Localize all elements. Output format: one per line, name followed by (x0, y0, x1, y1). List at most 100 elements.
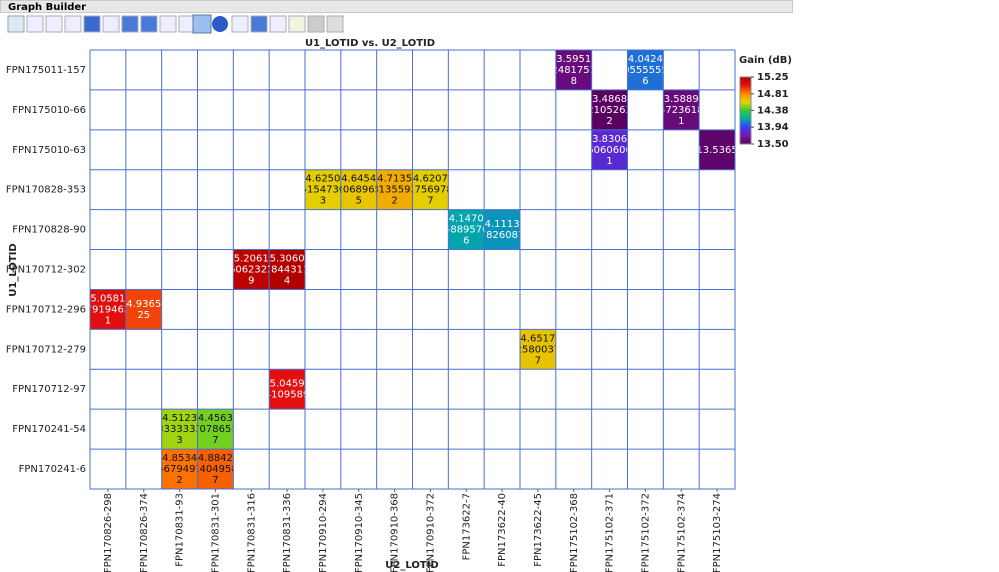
value-label: 14.45633 7078651 7 (192, 413, 240, 446)
x-tick-label: FPN170831-93 (175, 493, 186, 567)
x-tick-label: FPN175102-372 (640, 493, 651, 572)
x-tick-label: FPN170831-336 (282, 493, 293, 572)
heat-cell (125, 289, 162, 330)
legend-tick-label: 13.50 (757, 139, 789, 150)
tool-icon[interactable] (192, 14, 212, 34)
y-tick-label: FPN170712-279 (6, 344, 86, 355)
value-label: 15.05816 7919463 1 (84, 293, 132, 326)
legend-title: Gain (dB) (739, 55, 792, 66)
heat-cell (699, 129, 735, 170)
x-tick-label: FPN173622-7 (461, 493, 472, 560)
tool-icon[interactable] (7, 15, 25, 33)
tool-icon[interactable] (64, 15, 82, 33)
heat-cell (197, 409, 234, 450)
heat-cell (340, 169, 377, 210)
value-label: 14.65173 2580037 7 (514, 333, 562, 366)
heat-cell (376, 169, 413, 210)
tool-icon[interactable] (140, 15, 158, 33)
y-tick-label: FPN170712-97 (12, 384, 86, 395)
tool-icon[interactable] (231, 15, 249, 33)
heat-cell (197, 449, 234, 489)
x-tick-label: FPN175102-374 (676, 493, 687, 572)
value-label: 14.14706 5889570 6 (442, 214, 490, 247)
heat-cell (90, 289, 126, 330)
value-label: 14.04243 0555555 6 (622, 54, 670, 87)
window-title: Graph Builder (0, 0, 793, 13)
y-tick-label: FPN170828-353 (6, 185, 86, 196)
tool-icon[interactable] (121, 15, 139, 33)
x-tick-label: FPN173622-45 (533, 493, 544, 567)
y-tick-label: FPN175010-63 (12, 145, 86, 156)
value-label: 15.30607 7844311 4 (263, 254, 311, 287)
x-tick-label: FPN170910-294 (318, 493, 329, 572)
value-label: 13.83060 6060606 1 (586, 134, 634, 167)
x-tick-label: FPN170826-374 (139, 493, 150, 572)
x-tick-label: FPN175102-371 (605, 493, 616, 572)
heat-cell (412, 169, 449, 210)
x-tick-label: FPN175102-368 (569, 493, 580, 572)
heat-cell (305, 169, 341, 210)
x-tick-label: FPN170831-316 (246, 493, 257, 572)
heat-cell (233, 249, 270, 290)
y-tick-label: FPN170712-302 (6, 265, 86, 276)
y-tick-label: FPN170241-54 (12, 424, 86, 435)
heat-cell (663, 89, 700, 130)
value-label: 14.85345 5679497 2 (156, 453, 204, 486)
value-label: 15.04590 4109589 (263, 379, 311, 401)
y-tick-label: FPN170241-6 (19, 464, 86, 475)
y-tick-label: FPN170828-90 (12, 225, 86, 236)
heat-cell (448, 209, 485, 250)
tool-icon[interactable] (250, 15, 268, 33)
tool-icon[interactable] (83, 15, 101, 33)
value-label: 13.58894 4723618 1 (657, 94, 705, 127)
y-tick-label: FPN170712-296 (6, 304, 86, 315)
x-tick-label: FPN170910-372 (425, 493, 436, 572)
toolbar (7, 14, 344, 34)
x-axis-title: U2_LOTID (385, 560, 438, 571)
value-label: 13.5365 (696, 145, 737, 156)
value-label: 14.62077 1756978 7 (407, 174, 455, 207)
y-axis-title: U1_LOTID (8, 243, 19, 296)
value-label: 14.11134 7826087 (478, 219, 526, 241)
value-label: 13.48684 2105263 2 (586, 94, 634, 127)
heat-cell (555, 50, 592, 90)
x-tick-label: FPN170826-298 (103, 493, 114, 572)
value-label: 14.88423 1404958 7 (192, 453, 240, 486)
heat-cell (627, 50, 664, 90)
legend-gradient (739, 76, 752, 145)
legend-tick-label: 13.94 (757, 122, 789, 133)
tool-icon[interactable] (212, 16, 228, 32)
tool-icon[interactable] (326, 15, 344, 33)
heat-cell (520, 329, 556, 370)
value-label: 14.62507 5154730 3 (299, 174, 347, 207)
heat-cell (591, 129, 628, 170)
value-label: 14.93656 25 (120, 299, 168, 321)
heat-cell (269, 369, 305, 410)
heat-cell (161, 449, 198, 489)
tool-icon[interactable] (269, 15, 287, 33)
y-tick-label: FPN175011-157 (6, 65, 86, 76)
tool-icon[interactable] (45, 15, 63, 33)
x-tick-label: FPN173622-40 (497, 493, 508, 567)
x-tick-label: FPN170910-345 (354, 493, 365, 572)
legend-tick-label: 14.38 (757, 105, 789, 116)
value-label: 13.59518 2481751 8 (550, 54, 598, 87)
legend-tick-label: 14.81 (757, 89, 789, 100)
tool-icon[interactable] (288, 15, 306, 33)
x-tick-label: FPN175103-274 (712, 493, 723, 572)
value-label: 14.64546 2068965 5 (335, 174, 383, 207)
chart-title: U1_LOTID vs. U2_LOTID (305, 38, 435, 49)
x-tick-label: FPN170910-368 (390, 493, 401, 572)
value-label: 14.51233 3333333 3 (156, 413, 204, 446)
tool-icon[interactable] (102, 15, 120, 33)
heat-cell (269, 249, 305, 290)
tool-icon[interactable] (307, 15, 325, 33)
tool-icon[interactable] (159, 15, 177, 33)
heat-cell (591, 89, 628, 130)
legend-tick-label: 15.25 (757, 72, 789, 83)
y-tick-label: FPN175010-66 (12, 105, 86, 116)
tool-icon[interactable] (26, 15, 44, 33)
value-label: 15.20612 6062322 9 (227, 254, 275, 287)
